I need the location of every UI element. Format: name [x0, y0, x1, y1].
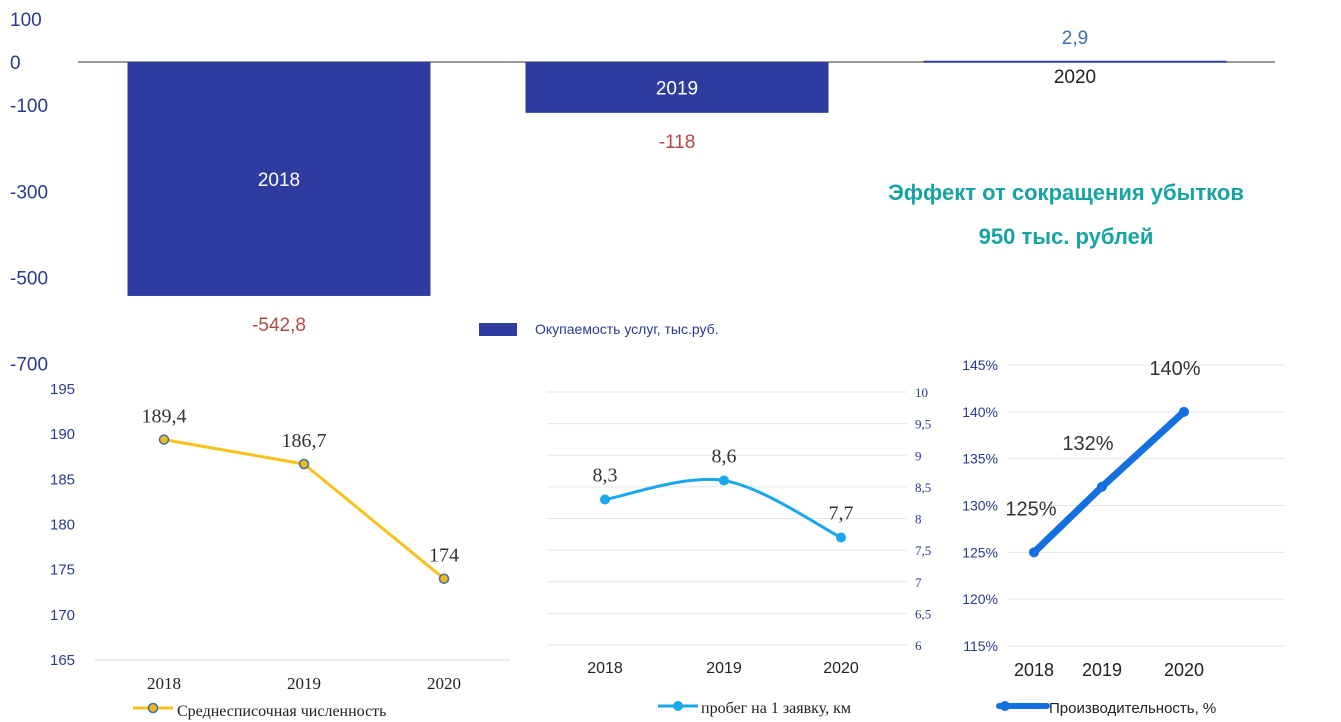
mileage-x-axis-ticks: 2018 2019 2020	[587, 660, 859, 677]
x-tick-label: 2018	[1014, 660, 1054, 680]
headcount-chart: 195 190 185 180 175 170 165 2018 2019 2020 189,4…	[50, 381, 510, 720]
bar-value-label: 2,9	[1062, 28, 1088, 49]
bar-value-labels: -542,8 -118 2,9	[252, 28, 1088, 336]
bar-series	[127, 60, 1227, 296]
y-tick-label: 140%	[962, 404, 998, 420]
data-label: 186,7	[282, 430, 327, 452]
bar-category-label: 2018	[258, 170, 300, 191]
y-tick-label: 180	[50, 517, 75, 534]
headcount-data-labels: 189,4 186,7 174	[142, 406, 460, 567]
headcount-x-axis-ticks: 2018 2019 2020	[147, 674, 461, 693]
x-tick-label: 2020	[1164, 660, 1204, 680]
mileage-legend-label: пробег на 1 заявку, км	[701, 700, 851, 717]
bar-2018	[127, 62, 431, 296]
mileage-legend-marker	[673, 701, 683, 711]
bar-annotation-line-2: 950 тыс. рублей	[979, 224, 1154, 249]
bar-category-labels: 2018 2019 2020	[258, 67, 1096, 191]
data-label: 140%	[1149, 358, 1200, 380]
mileage-series-points	[600, 475, 846, 543]
data-point	[438, 573, 450, 584]
bar-legend-label: Окупаемость услуг, тыс.руб.	[535, 321, 719, 337]
y-tick-label: 8,5	[915, 480, 931, 495]
y-tick-label: 130%	[962, 498, 998, 514]
data-label: 189,4	[142, 406, 187, 428]
bar-chart: 100 0 -100 -300 -500 -700 2018 2019 2020 -542,8…	[10, 10, 1275, 376]
data-point	[158, 434, 170, 445]
productivity-chart: 145% 140% 135% 130% 125% 120% 115% 2018 2019 202…	[962, 357, 1285, 717]
headcount-series-points	[158, 434, 450, 584]
y-tick-label: 9	[915, 448, 922, 463]
bar-y-tick-label: -100	[10, 96, 48, 117]
x-tick-label: 2019	[1082, 660, 1122, 680]
headcount-y-axis-ticks: 195 190 185 180 175 170 165	[50, 381, 75, 669]
data-point	[719, 475, 729, 486]
x-tick-label: 2018	[587, 660, 623, 677]
y-tick-label: 8	[915, 512, 922, 527]
mileage-y-axis-ticks: 10 9,5 9 8,5 8 7,5 7 6,5 6	[915, 385, 931, 653]
x-tick-label: 2019	[706, 660, 742, 677]
bar-legend-swatch	[479, 323, 517, 336]
productivity-data-labels: 125% 132% 140%	[1005, 358, 1200, 520]
bar-y-tick-label: -700	[10, 355, 48, 376]
headcount-legend-marker	[147, 702, 159, 714]
y-tick-label: 135%	[962, 451, 998, 467]
productivity-gridlines	[1007, 364, 1285, 647]
y-tick-label: 190	[50, 426, 75, 443]
bar-y-axis-ticks: 100 0 -100 -300 -500 -700	[10, 10, 48, 376]
mileage-gridlines	[547, 391, 907, 646]
headcount-legend-label: Среднесписочная численность	[177, 703, 386, 720]
data-label: 8,3	[593, 465, 618, 487]
data-label: 125%	[1005, 498, 1056, 520]
y-tick-label: 120%	[962, 591, 998, 607]
bar-y-tick-label: 0	[10, 53, 21, 74]
y-tick-label: 6,5	[915, 606, 931, 621]
x-tick-label: 2019	[287, 674, 321, 693]
y-tick-label: 185	[50, 471, 75, 488]
y-tick-label: 145%	[962, 357, 998, 373]
x-tick-label: 2018	[147, 674, 181, 693]
y-tick-label: 165	[50, 652, 75, 669]
data-point	[836, 532, 846, 543]
bar-2019	[525, 62, 829, 113]
mileage-series-line	[604, 478, 842, 539]
bar-2020	[923, 60, 1227, 63]
bar-y-tick-label: 100	[10, 10, 42, 31]
productivity-x-axis-ticks: 2018 2019 2020	[1014, 660, 1204, 680]
y-tick-label: 125%	[962, 544, 998, 560]
bar-value-label: -118	[659, 132, 696, 153]
bar-y-tick-label: -500	[10, 269, 48, 290]
productivity-legend-label: Производительность, %	[1049, 700, 1216, 717]
bar-annotation-line-1: Эффект от сокращения убытков	[888, 180, 1244, 205]
bar-y-tick-label: -300	[10, 182, 48, 203]
x-tick-label: 2020	[823, 660, 859, 677]
bar-category-label: 2019	[656, 78, 698, 99]
productivity-y-axis-ticks: 145% 140% 135% 130% 125% 120% 115%	[962, 357, 998, 654]
bar-category-label: 2020	[1054, 67, 1096, 88]
mileage-chart: 10 9,5 9 8,5 8 7,5 7 6,5 6 2018 2019 2020 8,3 8,6 7,…	[547, 385, 931, 717]
y-tick-label: 175	[50, 562, 75, 579]
data-point	[600, 494, 610, 505]
data-point	[1029, 547, 1039, 558]
data-label: 132%	[1062, 433, 1113, 455]
mileage-data-labels: 8,3 8,6 7,7	[593, 446, 854, 525]
data-point	[1097, 481, 1107, 492]
productivity-legend-marker	[1000, 701, 1010, 711]
y-tick-label: 9,5	[915, 417, 931, 432]
productivity-series-points	[1029, 406, 1189, 558]
y-tick-label: 7,5	[915, 543, 931, 558]
y-tick-label: 170	[50, 607, 75, 624]
y-tick-label: 10	[915, 385, 928, 400]
y-tick-label: 6	[915, 638, 922, 653]
bar-value-label: -542,8	[252, 315, 306, 336]
x-tick-label: 2020	[427, 674, 461, 693]
y-tick-label: 195	[50, 381, 75, 398]
y-tick-label: 7	[915, 575, 922, 590]
data-point	[1179, 406, 1189, 417]
data-point	[298, 458, 310, 470]
data-label: 8,6	[712, 446, 737, 468]
data-label: 7,7	[829, 502, 854, 524]
data-label: 174	[429, 545, 459, 567]
y-tick-label: 115%	[963, 638, 998, 654]
